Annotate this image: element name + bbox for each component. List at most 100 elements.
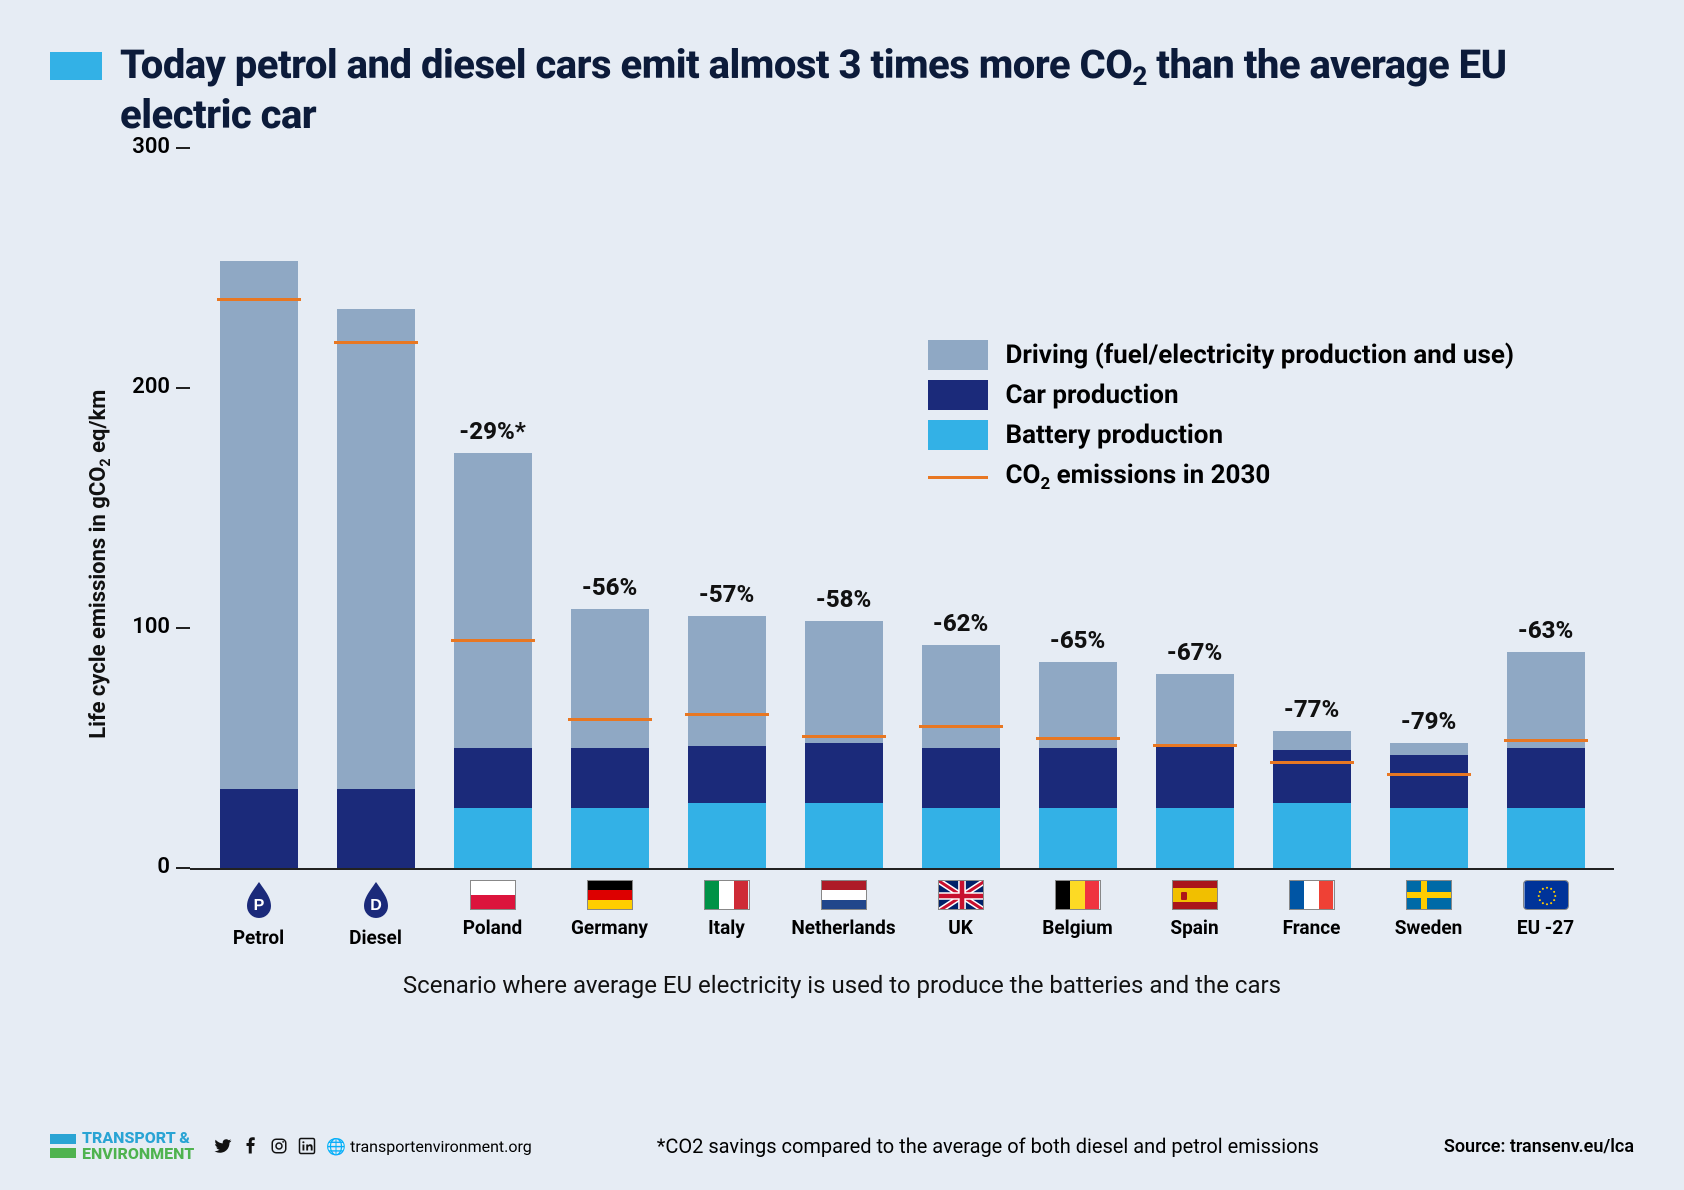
seg-battery bbox=[1039, 808, 1117, 868]
bar-slot-germany: -56% bbox=[551, 150, 668, 868]
legend-label: CO2 emissions in 2030 bbox=[1006, 460, 1271, 494]
seg-battery bbox=[454, 808, 532, 868]
flag-uk-icon bbox=[938, 880, 984, 910]
bar-toplabel: -29%* bbox=[423, 417, 563, 445]
fuel-d-icon: D bbox=[359, 880, 393, 920]
co2-2030-line bbox=[568, 718, 652, 721]
co2-2030-line bbox=[451, 639, 535, 642]
x-item-netherlands: Netherlands bbox=[785, 880, 902, 949]
seg-car bbox=[1156, 746, 1234, 808]
svg-text:P: P bbox=[253, 897, 264, 914]
seg-car bbox=[1507, 748, 1585, 808]
x-item-sweden: Sweden bbox=[1370, 880, 1487, 949]
seg-car bbox=[922, 748, 1000, 808]
co2-2030-line bbox=[1036, 737, 1120, 740]
bar-spain: -67% bbox=[1156, 674, 1234, 868]
flag-be-icon bbox=[1055, 880, 1101, 910]
seg-battery bbox=[1156, 808, 1234, 868]
y-tick bbox=[176, 627, 190, 629]
bar-slot-sweden: -79% bbox=[1370, 150, 1487, 868]
legend-item: Driving (fuel/electricity production and… bbox=[928, 340, 1515, 370]
bar-slot-uk: -62% bbox=[902, 150, 1019, 868]
bars-row: -29%*-56%-57%-58%-62%-65%-67%-77%-79%-63… bbox=[190, 150, 1614, 868]
bar-slot-petrol bbox=[200, 150, 317, 868]
y-tick bbox=[176, 867, 190, 869]
legend: Driving (fuel/electricity production and… bbox=[928, 340, 1515, 504]
bar-slot-italy: -57% bbox=[668, 150, 785, 868]
bar-toplabel: -67% bbox=[1125, 638, 1265, 666]
facebook-icon bbox=[242, 1137, 260, 1155]
seg-car bbox=[1039, 748, 1117, 808]
x-label: Sweden bbox=[1395, 916, 1463, 939]
fuel-p-icon: P bbox=[242, 880, 276, 920]
seg-car bbox=[1273, 750, 1351, 803]
footer: TRANSPORT & ENVIRONMENT 🌐 transportenvir… bbox=[50, 1130, 1634, 1162]
seg-car bbox=[337, 789, 415, 868]
seg-battery bbox=[922, 808, 1000, 868]
co2-2030-line bbox=[919, 725, 1003, 728]
legend-label: Battery production bbox=[1006, 420, 1224, 450]
x-label: Italy bbox=[708, 916, 745, 939]
co2-2030-line bbox=[334, 341, 418, 344]
x-item-eu27: EU -27 bbox=[1487, 880, 1604, 949]
social-icons: 🌐 transportenvironment.org bbox=[214, 1137, 532, 1156]
seg-car bbox=[688, 746, 766, 804]
x-item-spain: Spain bbox=[1136, 880, 1253, 949]
x-axis-labels: P Petrol D DieselPolandGermanyItalyNethe… bbox=[190, 880, 1614, 949]
bar-italy: -57% bbox=[688, 616, 766, 868]
bar-petrol bbox=[220, 261, 298, 868]
seg-driving bbox=[922, 645, 1000, 748]
flag-es-icon bbox=[1172, 880, 1218, 910]
legend-swatch bbox=[928, 380, 988, 410]
legend-line bbox=[928, 476, 988, 479]
svg-text:D: D bbox=[370, 897, 382, 914]
flag-nl-icon bbox=[821, 880, 867, 910]
bar-slot-diesel bbox=[317, 150, 434, 868]
bar-slot-france: -77% bbox=[1253, 150, 1370, 868]
seg-battery bbox=[1390, 808, 1468, 868]
legend-item: Battery production bbox=[928, 420, 1515, 450]
seg-car bbox=[805, 743, 883, 803]
co2-2030-line bbox=[1153, 744, 1237, 747]
bar-sweden: -79% bbox=[1390, 743, 1468, 868]
bar-slot-belgium: -65% bbox=[1019, 150, 1136, 868]
x-item-belgium: Belgium bbox=[1019, 880, 1136, 949]
legend-label: Car production bbox=[1006, 380, 1179, 410]
title-marker bbox=[50, 52, 102, 80]
seg-driving bbox=[1039, 662, 1117, 748]
y-tick bbox=[176, 147, 190, 149]
flag-it-icon bbox=[704, 880, 750, 910]
seg-battery bbox=[1507, 808, 1585, 868]
bar-slot-netherlands: -58% bbox=[785, 150, 902, 868]
co2-2030-line bbox=[1270, 761, 1354, 764]
x-label: Germany bbox=[571, 916, 648, 939]
x-label: Belgium bbox=[1042, 916, 1112, 939]
flag-se-icon bbox=[1406, 880, 1452, 910]
seg-car bbox=[571, 748, 649, 808]
flag-eu-icon bbox=[1523, 880, 1569, 910]
co2-2030-line bbox=[217, 298, 301, 301]
x-item-germany: Germany bbox=[551, 880, 668, 949]
seg-car bbox=[220, 789, 298, 868]
bar-slot-spain: -67% bbox=[1136, 150, 1253, 868]
bar-eu27: -63% bbox=[1507, 652, 1585, 868]
footnote: *CO2 savings compared to the average of … bbox=[657, 1134, 1319, 1158]
bar-poland: -29%* bbox=[454, 453, 532, 868]
chart: Life cycle emissions in gCO2 eq/km -29%*… bbox=[120, 150, 1634, 949]
flag-pl-icon bbox=[470, 880, 516, 910]
source: Source: transenv.eu/lca bbox=[1444, 1136, 1634, 1157]
bar-netherlands: -58% bbox=[805, 621, 883, 868]
y-tick-label: 200 bbox=[120, 374, 170, 399]
seg-driving bbox=[337, 309, 415, 789]
footer-url: 🌐 transportenvironment.org bbox=[326, 1137, 532, 1156]
bar-slot-eu27: -63% bbox=[1487, 150, 1604, 868]
co2-2030-line bbox=[802, 735, 886, 738]
bar-france: -77% bbox=[1273, 731, 1351, 868]
x-item-petrol: P Petrol bbox=[200, 880, 317, 949]
seg-driving bbox=[454, 453, 532, 748]
plot-area: -29%*-56%-57%-58%-62%-65%-67%-77%-79%-63… bbox=[190, 150, 1614, 870]
x-label: Petrol bbox=[233, 926, 284, 949]
x-label: Diesel bbox=[349, 926, 402, 949]
seg-driving bbox=[805, 621, 883, 743]
x-item-france: France bbox=[1253, 880, 1370, 949]
